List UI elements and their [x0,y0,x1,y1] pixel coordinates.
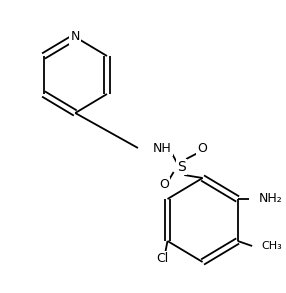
Text: O: O [159,178,169,192]
Text: S: S [177,160,186,174]
Text: CH₃: CH₃ [262,241,283,251]
Text: Cl: Cl [156,253,169,265]
Text: NH: NH [153,142,171,154]
Text: NH₂: NH₂ [259,193,283,205]
Text: N: N [71,30,80,43]
Text: O: O [198,142,208,154]
